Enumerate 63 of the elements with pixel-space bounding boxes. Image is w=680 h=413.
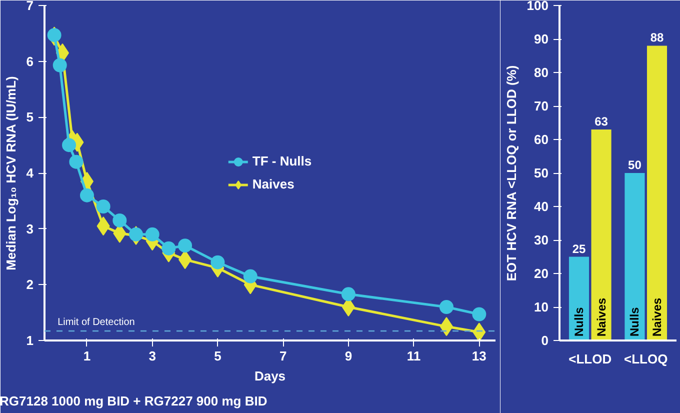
bar	[624, 173, 645, 340]
series-label: Naives	[594, 297, 608, 336]
text: Naives	[650, 298, 664, 336]
y-axis-title: Median Log₁₀ HCV RNA (IU/mL)	[3, 76, 18, 270]
y-tick-label: 10	[534, 300, 549, 314]
y-tick-label: 50	[534, 166, 549, 180]
data-label: 25	[572, 242, 586, 256]
x-tick-label: 3	[148, 348, 156, 364]
x-axis-title: Days	[254, 368, 286, 384]
legend-label: Naives	[252, 176, 294, 192]
bar	[646, 46, 668, 340]
data-label: 63	[594, 114, 608, 128]
data-label: 50	[628, 158, 642, 172]
point	[341, 287, 356, 302]
y-tick-label: 60	[534, 132, 549, 147]
y-axis-title: EOT HCV RNA <LLOQ or LLOD (%)	[504, 65, 519, 282]
point	[129, 227, 144, 242]
point	[210, 255, 225, 270]
x-tick-label: <LLOD	[568, 352, 612, 366]
y-tick-label: 2	[26, 277, 34, 292]
y-tick-label: 7	[26, 0, 34, 13]
y-tick-label: 40	[534, 199, 549, 214]
data-label: 88	[650, 30, 664, 45]
point	[439, 300, 454, 314]
bar	[591, 129, 612, 340]
point	[472, 307, 486, 322]
y-tick-label: 100	[526, 0, 549, 13]
point	[243, 269, 258, 284]
x-tick-label: 7	[279, 348, 287, 364]
y-tick-label: 30	[534, 232, 549, 248]
bar	[568, 256, 590, 340]
x-tick-label: 1	[83, 348, 91, 364]
point	[472, 322, 486, 340]
point	[62, 138, 76, 152]
legend-label: TF - Nulls	[252, 154, 312, 168]
text: RG7128 1000 mg BID + RG7227 900 mg BID	[0, 394, 268, 408]
x-tick-label: 9	[344, 348, 352, 364]
point	[52, 58, 67, 72]
text: Nulls	[628, 307, 642, 336]
x-tick-label: 11	[406, 348, 421, 364]
ref-line-label: Limit of Detection	[58, 317, 135, 328]
y-tick-label: 1	[26, 333, 34, 348]
x-tick-label: <LLOQ	[624, 352, 668, 366]
y-tick-label: 5	[26, 110, 34, 125]
y-tick-label: 70	[534, 98, 549, 114]
y-tick-label: 80	[534, 65, 549, 80]
y-tick-label: 3	[26, 221, 34, 236]
point	[112, 213, 127, 228]
x-tick-label: 13	[472, 348, 486, 364]
x-tick-label: 5	[214, 348, 222, 364]
point	[69, 154, 84, 169]
point	[145, 227, 160, 242]
y-tick-label: 4	[26, 166, 34, 180]
y-tick-label: 0	[541, 333, 549, 348]
point	[47, 28, 62, 42]
series-label: Nulls	[572, 306, 586, 336]
point	[80, 188, 94, 202]
point	[178, 238, 192, 253]
y-tick-label: 90	[534, 32, 549, 46]
point	[162, 241, 176, 256]
y-tick-label: 20	[534, 266, 549, 281]
point	[96, 200, 110, 214]
y-tick-label: 6	[26, 54, 34, 69]
